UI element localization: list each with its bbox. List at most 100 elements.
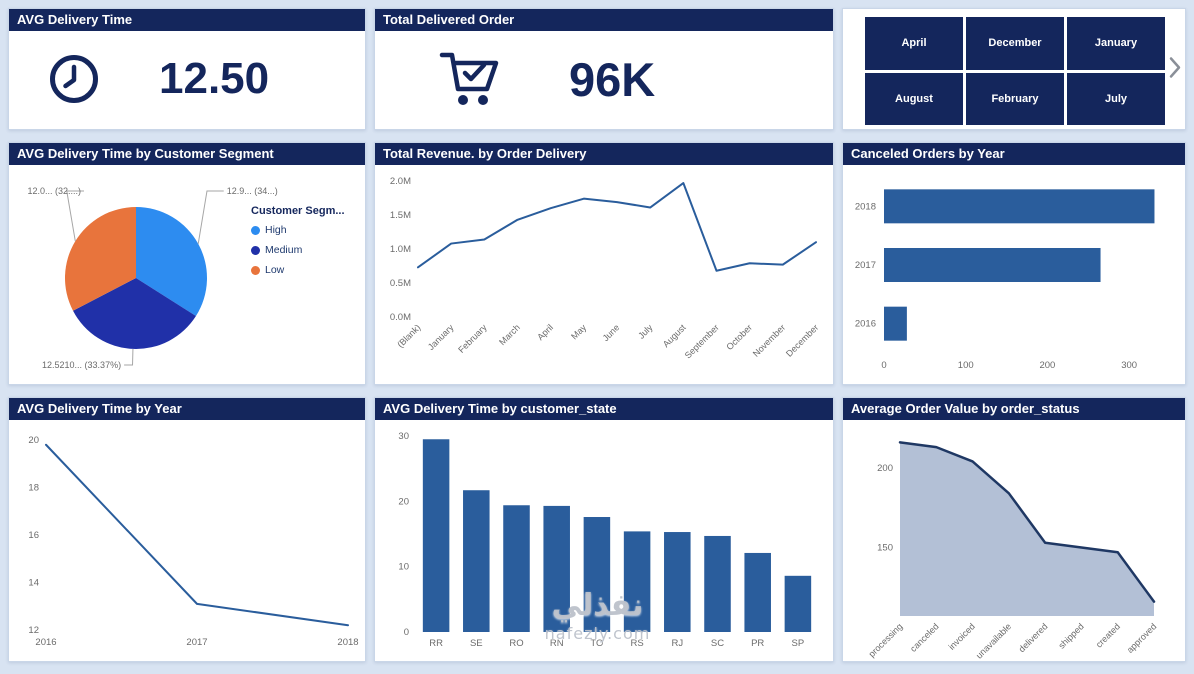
line-series[interactable]	[417, 182, 817, 272]
axis-label: TO	[590, 638, 603, 649]
area-series[interactable]	[900, 442, 1154, 616]
bar-rs[interactable]	[623, 531, 651, 632]
bar-sp[interactable]	[784, 575, 812, 632]
axis-label: 18	[28, 483, 39, 494]
axis-label: RN	[550, 638, 564, 649]
panel-title: Total Revenue. by Order Delivery	[383, 146, 587, 161]
legend-item-medium[interactable]: Medium	[251, 244, 345, 256]
panel-header: AVG Delivery Time by Year	[9, 398, 365, 420]
axis-label: 2017	[186, 637, 207, 648]
axis-label: SC	[711, 638, 724, 649]
month-slicer-button-december[interactable]: December	[966, 17, 1064, 70]
axis-label: created	[1094, 621, 1122, 649]
pie-label-leader	[66, 190, 84, 242]
kpi-card-body: 96K	[375, 31, 833, 127]
axis-label: approved	[1125, 621, 1159, 655]
canceled-orders-bar-chart[interactable]: 0 100 200 300 2018 2017 2016	[844, 165, 1184, 383]
bar-ro[interactable]	[503, 505, 530, 632]
line-series[interactable]	[45, 443, 349, 627]
axis-label: August	[661, 322, 688, 349]
panel-header: Canceled Orders by Year	[843, 143, 1185, 165]
panel-title: AVG Delivery Time by Year	[17, 401, 182, 416]
legend-dot-icon	[251, 245, 260, 255]
axis-label: shipped	[1056, 621, 1085, 650]
legend-dot-icon	[251, 265, 260, 275]
axis-label: 1.5M	[390, 210, 411, 221]
order-status-area-chart[interactable]: 150 200 processing canceled invoiced unavaila…	[844, 420, 1184, 661]
month-slicer-panel: April December January August February J…	[842, 8, 1186, 130]
avg-delivery-year-line-panel: AVG Delivery Time by Year 12 14 16 18 20 2016…	[8, 397, 366, 662]
clock-icon	[50, 55, 98, 103]
axis-label: 20	[398, 496, 409, 507]
bar-se[interactable]	[463, 490, 490, 632]
bar-2018[interactable]	[884, 189, 1155, 224]
axis-label: 150	[877, 542, 893, 553]
axis-label: RS	[630, 638, 643, 649]
axis-label: PR	[751, 638, 764, 649]
revenue-line-chart[interactable]: 0.0M 0.5M 1.0M 1.5M 2.0M (Blank) January Februa…	[376, 165, 832, 383]
pie-slice-medium[interactable]	[73, 278, 196, 349]
cart-check-icon	[439, 52, 499, 105]
axis-label: September	[683, 322, 721, 360]
pie-slice-low[interactable]	[65, 207, 136, 311]
legend-item-low[interactable]: Low	[251, 264, 345, 276]
month-slicer-button-january[interactable]: January	[1067, 17, 1165, 70]
axis-label: 16	[28, 530, 39, 541]
month-slicer-button-february[interactable]: February	[966, 72, 1064, 125]
axis-label: 20	[28, 435, 39, 446]
legend-item-high[interactable]: High	[251, 224, 345, 236]
axis-label: 0	[881, 360, 886, 371]
avg-delivery-year-line-chart[interactable]: 12 14 16 18 20 2016 2017 2018	[10, 420, 364, 660]
panel-title: AVG Delivery Time	[17, 12, 133, 27]
legend-title: Customer Segm...	[251, 205, 345, 217]
panel-header: AVG Delivery Time	[9, 9, 365, 31]
kpi-total-delivered-panel: Total Delivered Order 96K	[374, 8, 834, 130]
panel-title: Canceled Orders by Year	[851, 146, 1005, 161]
axis-label: RO	[509, 638, 523, 649]
chevron-right-icon[interactable]	[1166, 55, 1184, 84]
bar-rr[interactable]	[422, 439, 450, 632]
month-slicer-button-july[interactable]: July	[1067, 72, 1165, 125]
axis-label: July	[636, 322, 655, 341]
axis-label: March	[497, 322, 522, 347]
axis-label: processing	[867, 621, 905, 659]
axis-label: canceled	[908, 621, 941, 654]
axis-label: 0.5M	[390, 278, 411, 289]
state-bar-chart[interactable]: 0 10 20 30 RR SE RO RN TO RS RJ SC PR SP	[376, 420, 832, 660]
bar-2017[interactable]	[884, 248, 1101, 282]
axis-label: February	[456, 322, 489, 355]
bar-2016[interactable]	[884, 306, 907, 341]
axis-label: SE	[470, 638, 483, 649]
axis-label: 2018	[855, 201, 876, 212]
bar-pr[interactable]	[744, 552, 771, 632]
pie-label-leader	[124, 348, 134, 366]
axis-label: delivered	[1017, 621, 1050, 654]
line-series[interactable]	[898, 441, 1156, 603]
axis-label: SP	[792, 638, 805, 649]
panel-header: AVG Delivery Time by Customer Segment	[9, 143, 365, 165]
axis-label: June	[601, 322, 622, 343]
axis-label: RJ	[671, 638, 683, 649]
axis-label: 2.0M	[390, 176, 411, 187]
bar-to[interactable]	[583, 517, 611, 632]
bar-rj[interactable]	[664, 532, 691, 632]
axis-label: RR	[429, 638, 443, 649]
pie-chart[interactable]: 12.9... (34...) 12.5210... (33.37%) 12.0..…	[10, 165, 364, 383]
kpi-avg-delivery-panel: AVG Delivery Time 12.50	[8, 8, 366, 130]
kpi-card-body: 12.50	[9, 31, 365, 127]
axis-label: 14	[28, 578, 39, 589]
month-slicer-button-august[interactable]: August	[865, 72, 963, 125]
panel-title: AVG Delivery Time by customer_state	[383, 401, 617, 416]
axis-label: 200	[877, 463, 893, 474]
legend-label: Medium	[265, 244, 303, 256]
axis-label: 2018	[337, 637, 358, 648]
axis-label: 12	[28, 625, 39, 636]
bar-rn[interactable]	[543, 505, 570, 632]
pie-slice-high[interactable]	[136, 207, 207, 317]
month-slicer-button-april[interactable]: April	[865, 17, 963, 70]
axis-label: October	[724, 322, 754, 352]
bar-sc[interactable]	[704, 535, 731, 632]
legend-label: High	[265, 224, 287, 236]
panel-title: Average Order Value by order_status	[851, 401, 1080, 416]
panel-header: Average Order Value by order_status	[843, 398, 1185, 420]
